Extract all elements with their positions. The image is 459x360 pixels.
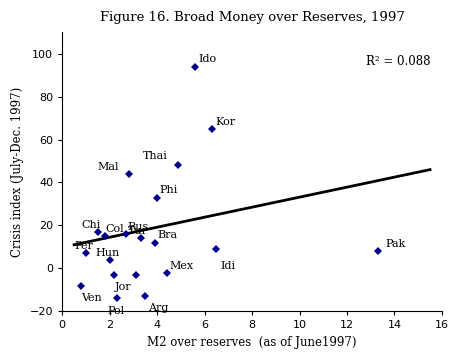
- Text: Jor: Jor: [114, 282, 131, 292]
- Text: Thai: Thai: [143, 151, 168, 161]
- Text: Ido: Ido: [198, 54, 216, 64]
- Text: Chi: Chi: [81, 220, 101, 230]
- Title: Figure 16. Broad Money over Reserves, 1997: Figure 16. Broad Money over Reserves, 19…: [100, 11, 403, 24]
- Text: Col: Col: [105, 224, 123, 234]
- Text: Ven: Ven: [81, 293, 102, 303]
- Text: Tur: Tur: [127, 226, 147, 236]
- Text: Bra: Bra: [157, 230, 177, 240]
- Text: R² = 0.088: R² = 0.088: [365, 55, 430, 68]
- Text: Kor: Kor: [215, 117, 235, 127]
- Text: Pol: Pol: [107, 306, 124, 316]
- Text: Per: Per: [74, 241, 93, 251]
- Text: Arg: Arg: [147, 303, 168, 314]
- Text: Phi: Phi: [159, 185, 178, 195]
- Text: Pak: Pak: [384, 239, 404, 249]
- Text: Idi: Idi: [219, 261, 235, 270]
- Text: Hun: Hun: [95, 248, 119, 258]
- Text: Mal: Mal: [98, 162, 119, 172]
- Text: Mex: Mex: [168, 261, 193, 270]
- Y-axis label: Crisis index (July-Dec. 1997): Crisis index (July-Dec. 1997): [11, 87, 24, 257]
- X-axis label: M2 over reserves  (as of June1997): M2 over reserves (as of June1997): [147, 336, 356, 349]
- Text: Rus: Rus: [127, 222, 148, 232]
